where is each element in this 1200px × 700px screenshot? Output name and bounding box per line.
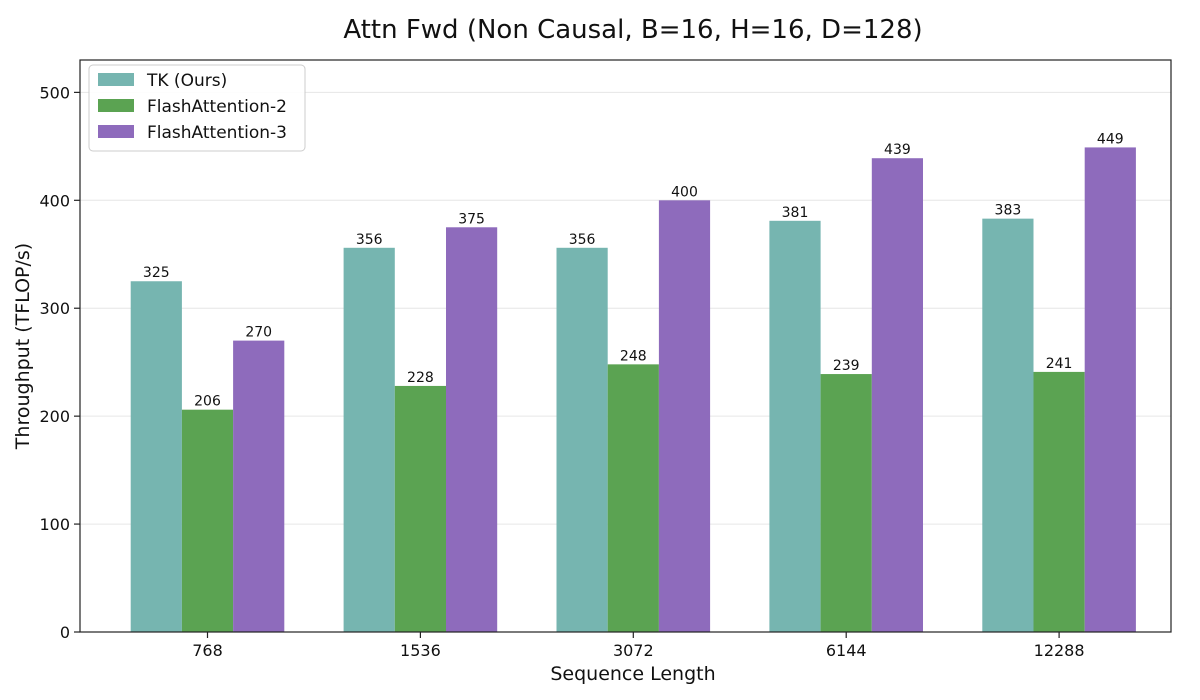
bar	[556, 247, 608, 632]
y-tick-label: 500	[39, 83, 70, 102]
legend: TK (Ours) FlashAttention-2 FlashAttention-…	[88, 64, 306, 152]
legend-label: FlashAttention-3	[147, 123, 287, 143]
bar	[607, 364, 659, 632]
y-axis: 0 100 200 300 400 500	[39, 83, 80, 642]
legend-swatch	[98, 125, 134, 138]
x-tick-label: 6144	[826, 641, 867, 660]
x-axis: 768 1536 3072 6144 12288	[192, 632, 1085, 660]
bar	[1084, 147, 1136, 632]
data-label: 356	[356, 232, 383, 248]
y-tick-label: 100	[39, 515, 70, 534]
x-tick-label: 12288	[1034, 641, 1085, 660]
legend-label: FlashAttention-2	[147, 97, 287, 117]
legend-swatch	[98, 73, 134, 86]
data-labels: 325 206 270 356 228 375 356 248 400 381 239 439 383 2…	[143, 131, 1124, 409]
bar	[871, 158, 923, 633]
data-label: 228	[407, 370, 434, 386]
data-label: 439	[884, 142, 911, 158]
bar	[982, 218, 1034, 633]
x-tick-label: 768	[192, 641, 223, 660]
data-label: 381	[782, 205, 809, 221]
data-label: 400	[671, 184, 698, 200]
data-label: 239	[833, 358, 860, 374]
chart-title: Attn Fwd (Non Causal, B=16, H=16, D=128)	[343, 15, 922, 45]
bar	[130, 281, 182, 632]
data-label: 248	[620, 348, 647, 364]
data-label: 375	[458, 211, 485, 227]
bar	[181, 409, 234, 632]
y-tick-label: 400	[39, 191, 70, 210]
x-tick-label: 3072	[613, 641, 654, 660]
data-label: 270	[245, 325, 272, 341]
data-label: 241	[1046, 356, 1073, 372]
bar	[658, 200, 711, 632]
x-tick-label: 1536	[400, 641, 441, 660]
data-label: 449	[1097, 131, 1124, 147]
data-label: 383	[995, 203, 1022, 219]
bar	[820, 374, 872, 632]
bar	[1033, 371, 1085, 632]
bar	[394, 385, 446, 632]
data-label: 206	[194, 394, 221, 410]
y-tick-label: 0	[60, 623, 70, 642]
y-axis-label: Throughput (TFLOP/s)	[12, 243, 34, 450]
data-label: 356	[569, 232, 596, 248]
bar	[343, 247, 395, 632]
data-label: 325	[143, 265, 170, 281]
y-tick-label: 200	[39, 407, 70, 426]
x-axis-label: Sequence Length	[550, 663, 715, 685]
bar	[769, 220, 821, 632]
legend-swatch	[98, 99, 134, 112]
plot-frame	[79, 59, 1172, 633]
bar	[233, 340, 285, 632]
bars	[130, 147, 1136, 633]
legend-frame	[88, 64, 306, 152]
y-tick-label: 300	[39, 299, 70, 318]
bar	[446, 227, 498, 632]
legend-label: TK (Ours)	[146, 71, 227, 91]
